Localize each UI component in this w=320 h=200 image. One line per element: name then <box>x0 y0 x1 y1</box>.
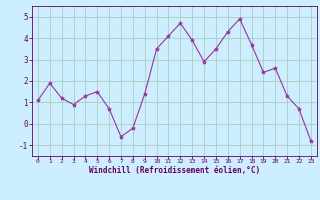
X-axis label: Windchill (Refroidissement éolien,°C): Windchill (Refroidissement éolien,°C) <box>89 166 260 175</box>
